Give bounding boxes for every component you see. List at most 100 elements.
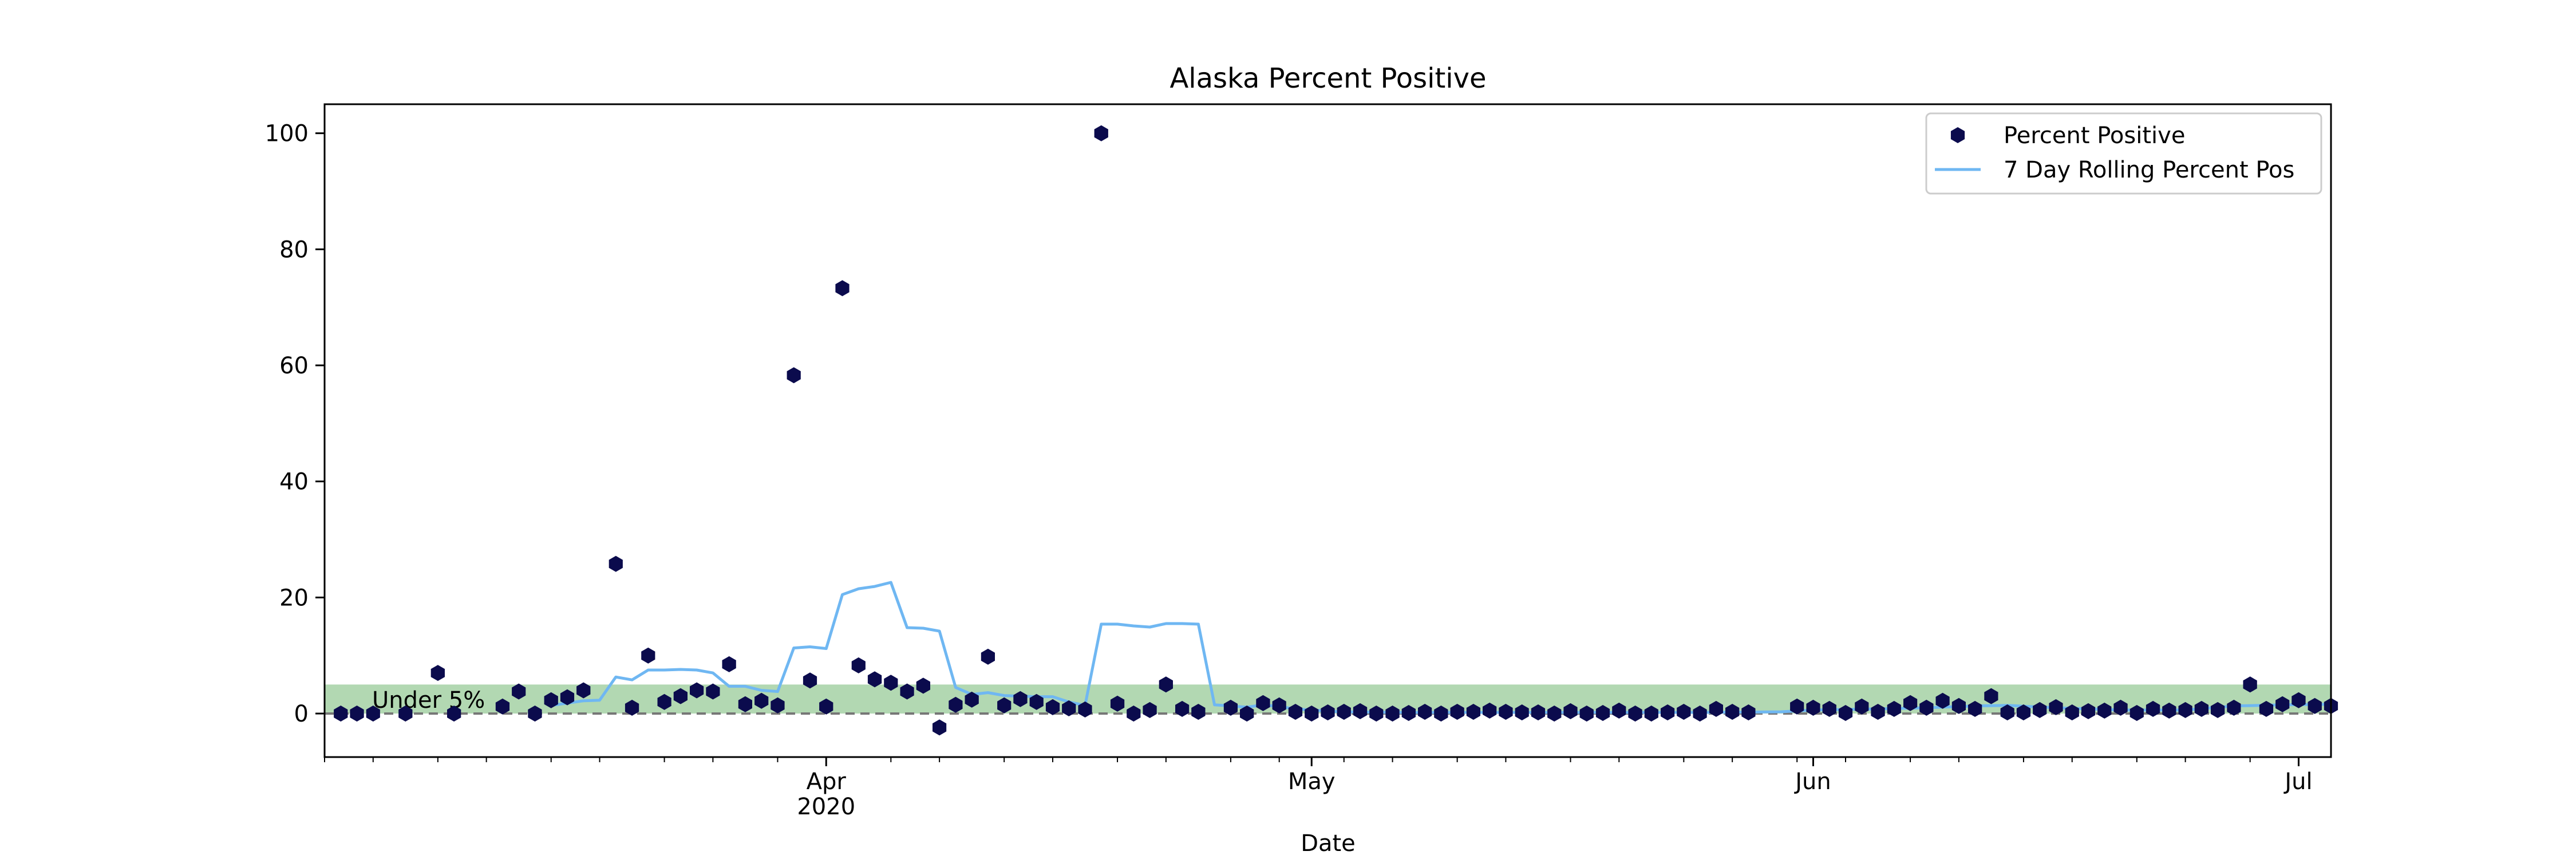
data-point <box>1288 704 1303 720</box>
data-point <box>1790 698 1804 715</box>
y-axis: 0 20 40 60 80 100 <box>265 121 325 727</box>
data-point <box>771 697 785 714</box>
data-point <box>2275 696 2290 712</box>
data-point <box>1677 704 1691 720</box>
data-point <box>997 697 1012 714</box>
data-point <box>1175 700 1190 717</box>
data-point <box>1385 706 1400 722</box>
legend-box <box>1925 112 2322 195</box>
y-tick-label: 20 <box>279 585 309 611</box>
y-tick-label: 80 <box>279 237 309 263</box>
y-tick-label: 60 <box>279 353 309 379</box>
data-point <box>1272 697 1286 714</box>
data-point <box>690 682 704 699</box>
data-point <box>2016 704 2031 720</box>
data-point <box>1401 705 1416 721</box>
data-point <box>609 555 623 572</box>
data-point <box>350 706 364 722</box>
data-point <box>657 693 671 710</box>
data-point <box>2194 700 2208 717</box>
data-point <box>738 696 752 712</box>
data-point <box>2033 702 2047 718</box>
x-tick-label: Jun <box>1793 769 1831 795</box>
data-point <box>933 719 947 736</box>
data-point <box>1515 704 1529 720</box>
data-point <box>884 675 898 691</box>
data-point <box>366 706 380 722</box>
data-point <box>1579 706 1594 722</box>
data-point <box>2065 704 2079 720</box>
data-point <box>1483 702 1497 719</box>
data-point <box>2049 699 2063 715</box>
data-point <box>1029 693 1044 710</box>
data-point <box>673 688 688 704</box>
legend-marker-percent-positive <box>1950 127 1965 143</box>
data-point <box>1935 692 1950 709</box>
data-point <box>1223 699 1238 716</box>
data-point <box>495 698 510 715</box>
data-point <box>1062 700 1076 716</box>
data-point <box>1628 706 1642 722</box>
data-point <box>851 657 866 673</box>
data-point <box>430 665 445 681</box>
data-point <box>560 689 575 706</box>
data-point <box>981 648 995 665</box>
data-point <box>2081 703 2096 719</box>
data-point <box>2129 705 2144 721</box>
data-point <box>1806 699 1820 716</box>
data-point <box>1127 706 1141 722</box>
data-point <box>2162 702 2176 719</box>
data-point <box>1741 704 1756 720</box>
chart-title: Alaska Percent Positive <box>1170 62 1486 94</box>
data-point <box>1951 698 1966 714</box>
data-point <box>1499 704 1513 720</box>
data-point <box>1143 702 1157 718</box>
data-point <box>803 672 817 689</box>
data-point <box>787 367 801 384</box>
data-point <box>949 696 963 713</box>
data-point <box>334 706 348 722</box>
y-tick-label: 0 <box>294 701 309 727</box>
data-point <box>1984 688 1998 704</box>
data-point <box>641 647 655 664</box>
legend-label-rolling: 7 Day Rolling Percent Pos <box>2004 157 2294 183</box>
data-point <box>1305 706 1319 722</box>
percent-positive-points-layer <box>334 125 2338 736</box>
x-axis-label: Date <box>1301 830 1356 857</box>
data-point <box>1693 706 1707 722</box>
data-point <box>1240 706 1254 722</box>
data-point <box>1822 700 1836 717</box>
data-point <box>1547 706 1562 722</box>
data-point <box>447 706 461 722</box>
data-point <box>916 677 930 694</box>
data-point <box>1159 676 1173 693</box>
axes-frame <box>323 103 2332 758</box>
data-point <box>1644 706 1658 722</box>
data-point <box>1369 706 1384 722</box>
data-point <box>1871 704 1885 720</box>
data-point <box>754 692 769 709</box>
data-point <box>1725 704 1740 720</box>
data-point <box>1434 706 1448 722</box>
data-point <box>1078 701 1092 718</box>
data-point <box>1855 698 1869 715</box>
data-point <box>1661 704 1675 720</box>
data-point <box>722 656 736 672</box>
x-tick-sublabel: 2020 <box>797 794 855 820</box>
data-point <box>1321 704 1335 720</box>
legend: Percent Positive 7 Day Rolling Percent P… <box>1925 112 2322 195</box>
data-point <box>2308 698 2322 714</box>
x-tick-label: Apr <box>807 769 847 795</box>
data-point <box>965 691 979 708</box>
data-point <box>1563 703 1578 719</box>
data-point <box>2243 676 2257 693</box>
data-point <box>528 706 542 722</box>
data-point <box>1045 699 1060 715</box>
data-point <box>398 706 413 722</box>
data-point <box>1094 125 1108 141</box>
data-point <box>1595 705 1610 721</box>
under-5-percent-label: Under 5% <box>372 687 485 714</box>
data-point <box>1838 705 1853 721</box>
data-point <box>2259 700 2274 717</box>
